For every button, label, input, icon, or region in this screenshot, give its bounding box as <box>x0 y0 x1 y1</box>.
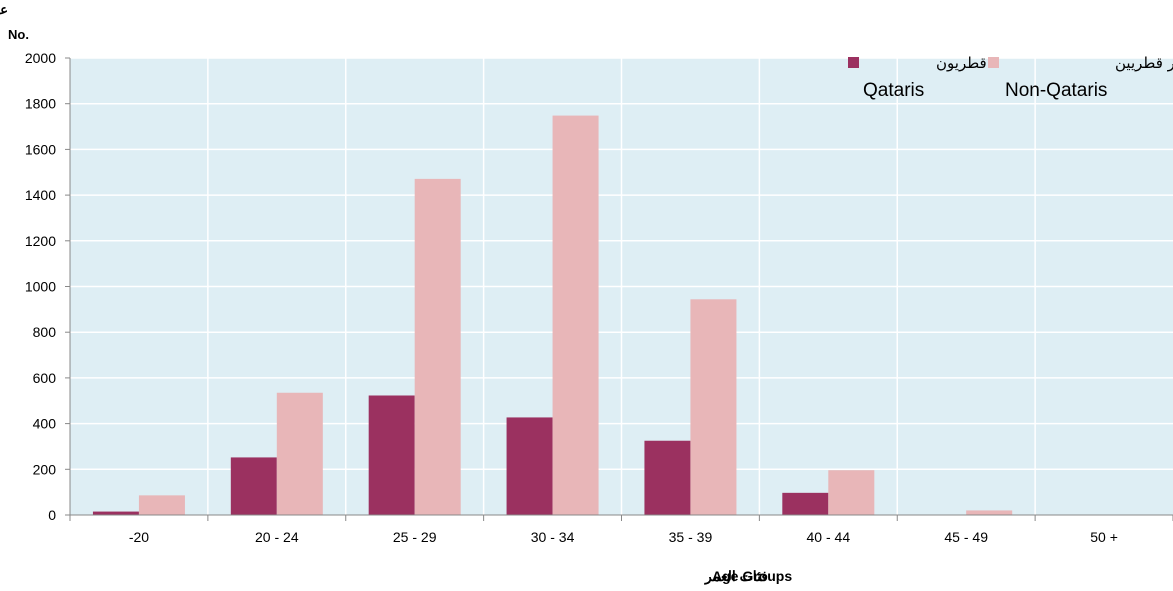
x-axis-label-arabic: فئات العمر <box>704 568 768 585</box>
bar-non-qataris-0 <box>138 495 185 515</box>
y-tick-label: 0 <box>48 507 56 523</box>
x-axis-label-english: Age Groups <box>712 568 792 584</box>
y-tick-label: 400 <box>33 416 57 432</box>
bar-non-qataris-1 <box>276 392 323 515</box>
x-tick-label: 45 - 49 <box>944 529 988 545</box>
x-tick-labels: -20 20 - 24 25 - 29 30 - 34 35 - 39 40 - 44 45… <box>129 529 1118 545</box>
x-tick-label: 40 - 44 <box>807 529 851 545</box>
y-tick-label: 200 <box>33 461 57 477</box>
bar-qataris-1 <box>230 457 277 515</box>
bar-qataris-3 <box>506 417 553 515</box>
x-tick-label: 30 - 34 <box>531 529 575 545</box>
legend: قطريون Qataris غير قطريين Non-Qataris <box>848 54 1173 101</box>
x-tick-label: 20 - 24 <box>255 529 299 545</box>
legend-label-qataris-arabic: قطريون <box>936 54 987 72</box>
bar-non-qataris-3 <box>552 115 599 515</box>
x-tick-label: -20 <box>129 529 149 545</box>
legend-label-qataris-english: Qataris <box>863 80 924 101</box>
legend-swatch-non-qataris <box>988 57 999 68</box>
bar-qataris-5 <box>782 492 829 515</box>
y-tick-label: 1000 <box>25 279 56 295</box>
bar-qataris-0 <box>92 511 139 515</box>
x-axis-title: فئات العمر Age Groups <box>704 568 792 585</box>
y-tick-label: 600 <box>33 370 57 386</box>
bar-non-qataris-2 <box>414 178 461 515</box>
legend-swatch-qataris <box>848 57 859 68</box>
y-tick-label: 1400 <box>25 187 56 203</box>
bar-qataris-2 <box>368 395 415 515</box>
y-tick-labels: 0 200 400 600 800 1000 1200 1400 1600 1800 2000 <box>25 50 56 523</box>
bars <box>92 115 1013 515</box>
y-axis-label-arabic: عدد <box>0 2 8 17</box>
bar-non-qataris-6 <box>966 510 1013 515</box>
y-tick-label: 800 <box>33 324 57 340</box>
bar-qataris-4 <box>644 440 691 515</box>
y-tick-label: 1800 <box>25 96 56 112</box>
bar-non-qataris-5 <box>828 470 875 515</box>
y-axis-label-english: No. <box>8 27 29 42</box>
x-tick-label: 35 - 39 <box>669 529 713 545</box>
x-tick-label: 50 + <box>1090 529 1118 545</box>
legend-label-non-qataris-arabic: غير قطريين <box>1115 54 1173 72</box>
y-tick-label: 2000 <box>25 50 56 66</box>
y-tick-label: 1600 <box>25 141 56 157</box>
x-tick-label: 25 - 29 <box>393 529 437 545</box>
bar-non-qataris-4 <box>690 299 737 515</box>
axes <box>65 57 1173 521</box>
legend-label-non-qataris-english: Non-Qataris <box>1005 80 1107 101</box>
y-tick-label: 1200 <box>25 233 56 249</box>
